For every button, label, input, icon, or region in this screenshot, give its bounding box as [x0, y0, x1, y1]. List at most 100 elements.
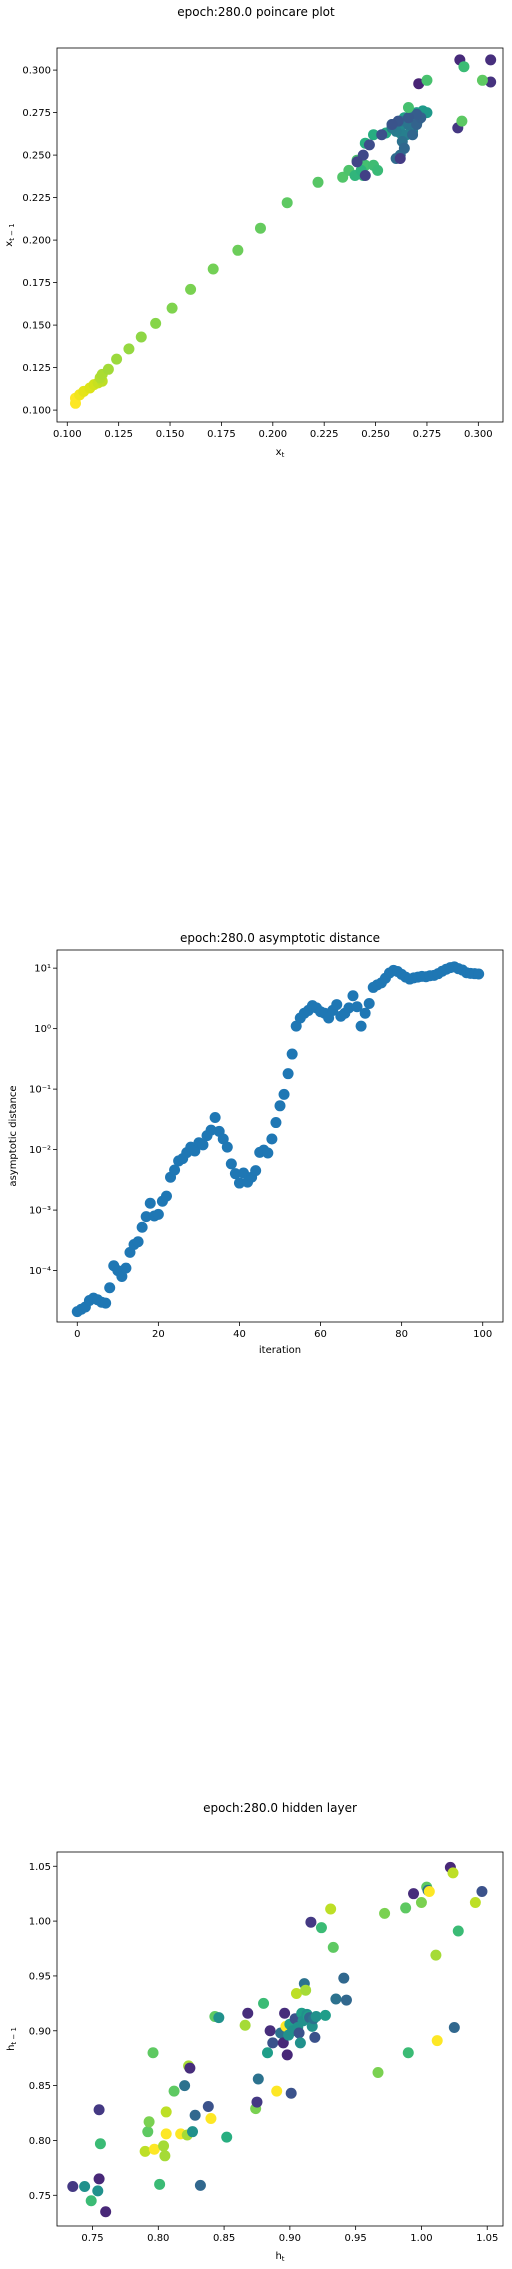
y-ticks: 0.100 0.125 0.150 0.175 0.200 0.225 0.250 0.275… [22, 66, 57, 417]
data-point [452, 1925, 464, 1937]
x-tick-label: 1.05 [476, 2233, 498, 2244]
data-point [325, 1903, 337, 1915]
data-point [421, 74, 433, 86]
x-tick-label: 20 [152, 1329, 165, 1340]
data-point [266, 1133, 278, 1145]
data-point [239, 2019, 251, 2031]
x-axis-label: ht [275, 2251, 284, 2263]
x-axis-label: iteration [259, 1345, 301, 1356]
data-point [310, 2011, 322, 2023]
data-point [194, 2179, 206, 2191]
data-point [187, 2126, 199, 2138]
data-point [136, 1221, 148, 1233]
data-point [408, 1888, 420, 1900]
x-tick-label: 0.275 [413, 429, 442, 440]
data-point [359, 1007, 371, 1019]
x-ticks: 0.100 0.125 0.150 0.175 0.200 0.225 0.250 0.275… [53, 422, 493, 440]
data-point [270, 1117, 282, 1129]
data-point [160, 2128, 172, 2140]
data-point [185, 283, 197, 295]
chart-title: epoch:280.0 poincare plot [177, 5, 335, 19]
y-tick-label: 0.175 [22, 278, 51, 289]
data-point [423, 1885, 435, 1897]
y-tick-label: 0.150 [22, 321, 51, 332]
data-point [132, 1236, 144, 1248]
data-point [312, 176, 324, 188]
data-point [400, 1902, 412, 1914]
data-point [386, 119, 398, 130]
data-point [116, 1270, 128, 1282]
data-point [278, 1088, 290, 1100]
data-point [152, 1208, 164, 1220]
data-point [120, 1262, 132, 1274]
data-point [258, 1997, 270, 2009]
data-point [458, 61, 470, 73]
data-point [205, 1124, 217, 1136]
data-point [430, 1949, 442, 1961]
x-tick-label: 0.90 [279, 2233, 301, 2244]
asymptotic-distance-chart: epoch:280.0 asymptotic distance 0 20 40 60 8… [8, 931, 504, 1356]
data-point [411, 108, 423, 120]
data-point [202, 2100, 214, 2112]
data-point [330, 1993, 342, 2005]
data-point [135, 331, 147, 343]
data-point [207, 263, 219, 275]
data-point [252, 2073, 264, 2085]
data-point [415, 1896, 427, 1908]
data-point [368, 129, 380, 141]
data-point [100, 2206, 112, 2218]
data-point [327, 1941, 339, 1953]
data-point [93, 2104, 105, 2116]
x-tick-label: 80 [395, 1329, 408, 1340]
data-points [69, 54, 497, 409]
data-point [376, 129, 388, 141]
y-tick-label: 0.300 [22, 66, 51, 77]
data-point [485, 54, 497, 66]
x-tick-label: 0.80 [147, 2233, 169, 2244]
x-tick-label: 0.175 [207, 429, 236, 440]
x-ticks: 0.75 0.80 0.85 0.90 0.95 1.00 1.05 [81, 2226, 498, 2244]
data-point [221, 1141, 233, 1153]
y-tick-label: 0.250 [22, 151, 51, 162]
data-points [71, 961, 485, 1318]
data-point [340, 1994, 352, 2006]
data-point [279, 2007, 291, 2019]
x-tick-label: 0.75 [81, 2233, 103, 2244]
y-ticks: 10⁻⁴ 10⁻³ 10⁻² 10⁻¹ 10⁰ 10¹ [29, 964, 57, 1277]
data-point [168, 2085, 180, 2097]
x-tick-label: 0.200 [258, 429, 287, 440]
data-point [351, 1001, 363, 1013]
y-tick-label: 0.75 [29, 2191, 51, 2202]
data-point [402, 112, 414, 124]
data-point [290, 1020, 302, 1032]
data-point [338, 1972, 350, 1984]
data-point [379, 1907, 391, 1919]
data-point [282, 1068, 294, 1080]
data-point [476, 74, 488, 86]
y-tick-label: 10⁻³ [29, 1206, 51, 1217]
x-axis-label: xt [276, 447, 285, 459]
data-point [221, 2131, 233, 2143]
x-tick-label: 0.95 [345, 2233, 367, 2244]
y-tick-label: 0.125 [22, 363, 51, 374]
data-point [189, 1145, 201, 1157]
data-point [262, 1147, 274, 1159]
x-tick-label: 0.85 [213, 2233, 235, 2244]
data-point [150, 317, 162, 329]
data-point [94, 2138, 106, 2150]
y-tick-label: 0.225 [22, 193, 51, 204]
data-point [473, 968, 485, 980]
data-point [159, 2150, 171, 2162]
data-point [93, 2173, 105, 2185]
data-point [111, 353, 123, 365]
data-point [67, 2181, 79, 2193]
data-point [331, 999, 343, 1011]
data-point [277, 2037, 289, 2049]
data-point [100, 1297, 112, 1309]
data-point [148, 2143, 160, 2155]
x-tick-label: 1.00 [410, 2233, 432, 2244]
data-point [281, 197, 293, 209]
data-point [160, 1190, 172, 1202]
x-tick-label: 0.150 [156, 429, 185, 440]
x-tick-label: 100 [473, 1329, 492, 1340]
